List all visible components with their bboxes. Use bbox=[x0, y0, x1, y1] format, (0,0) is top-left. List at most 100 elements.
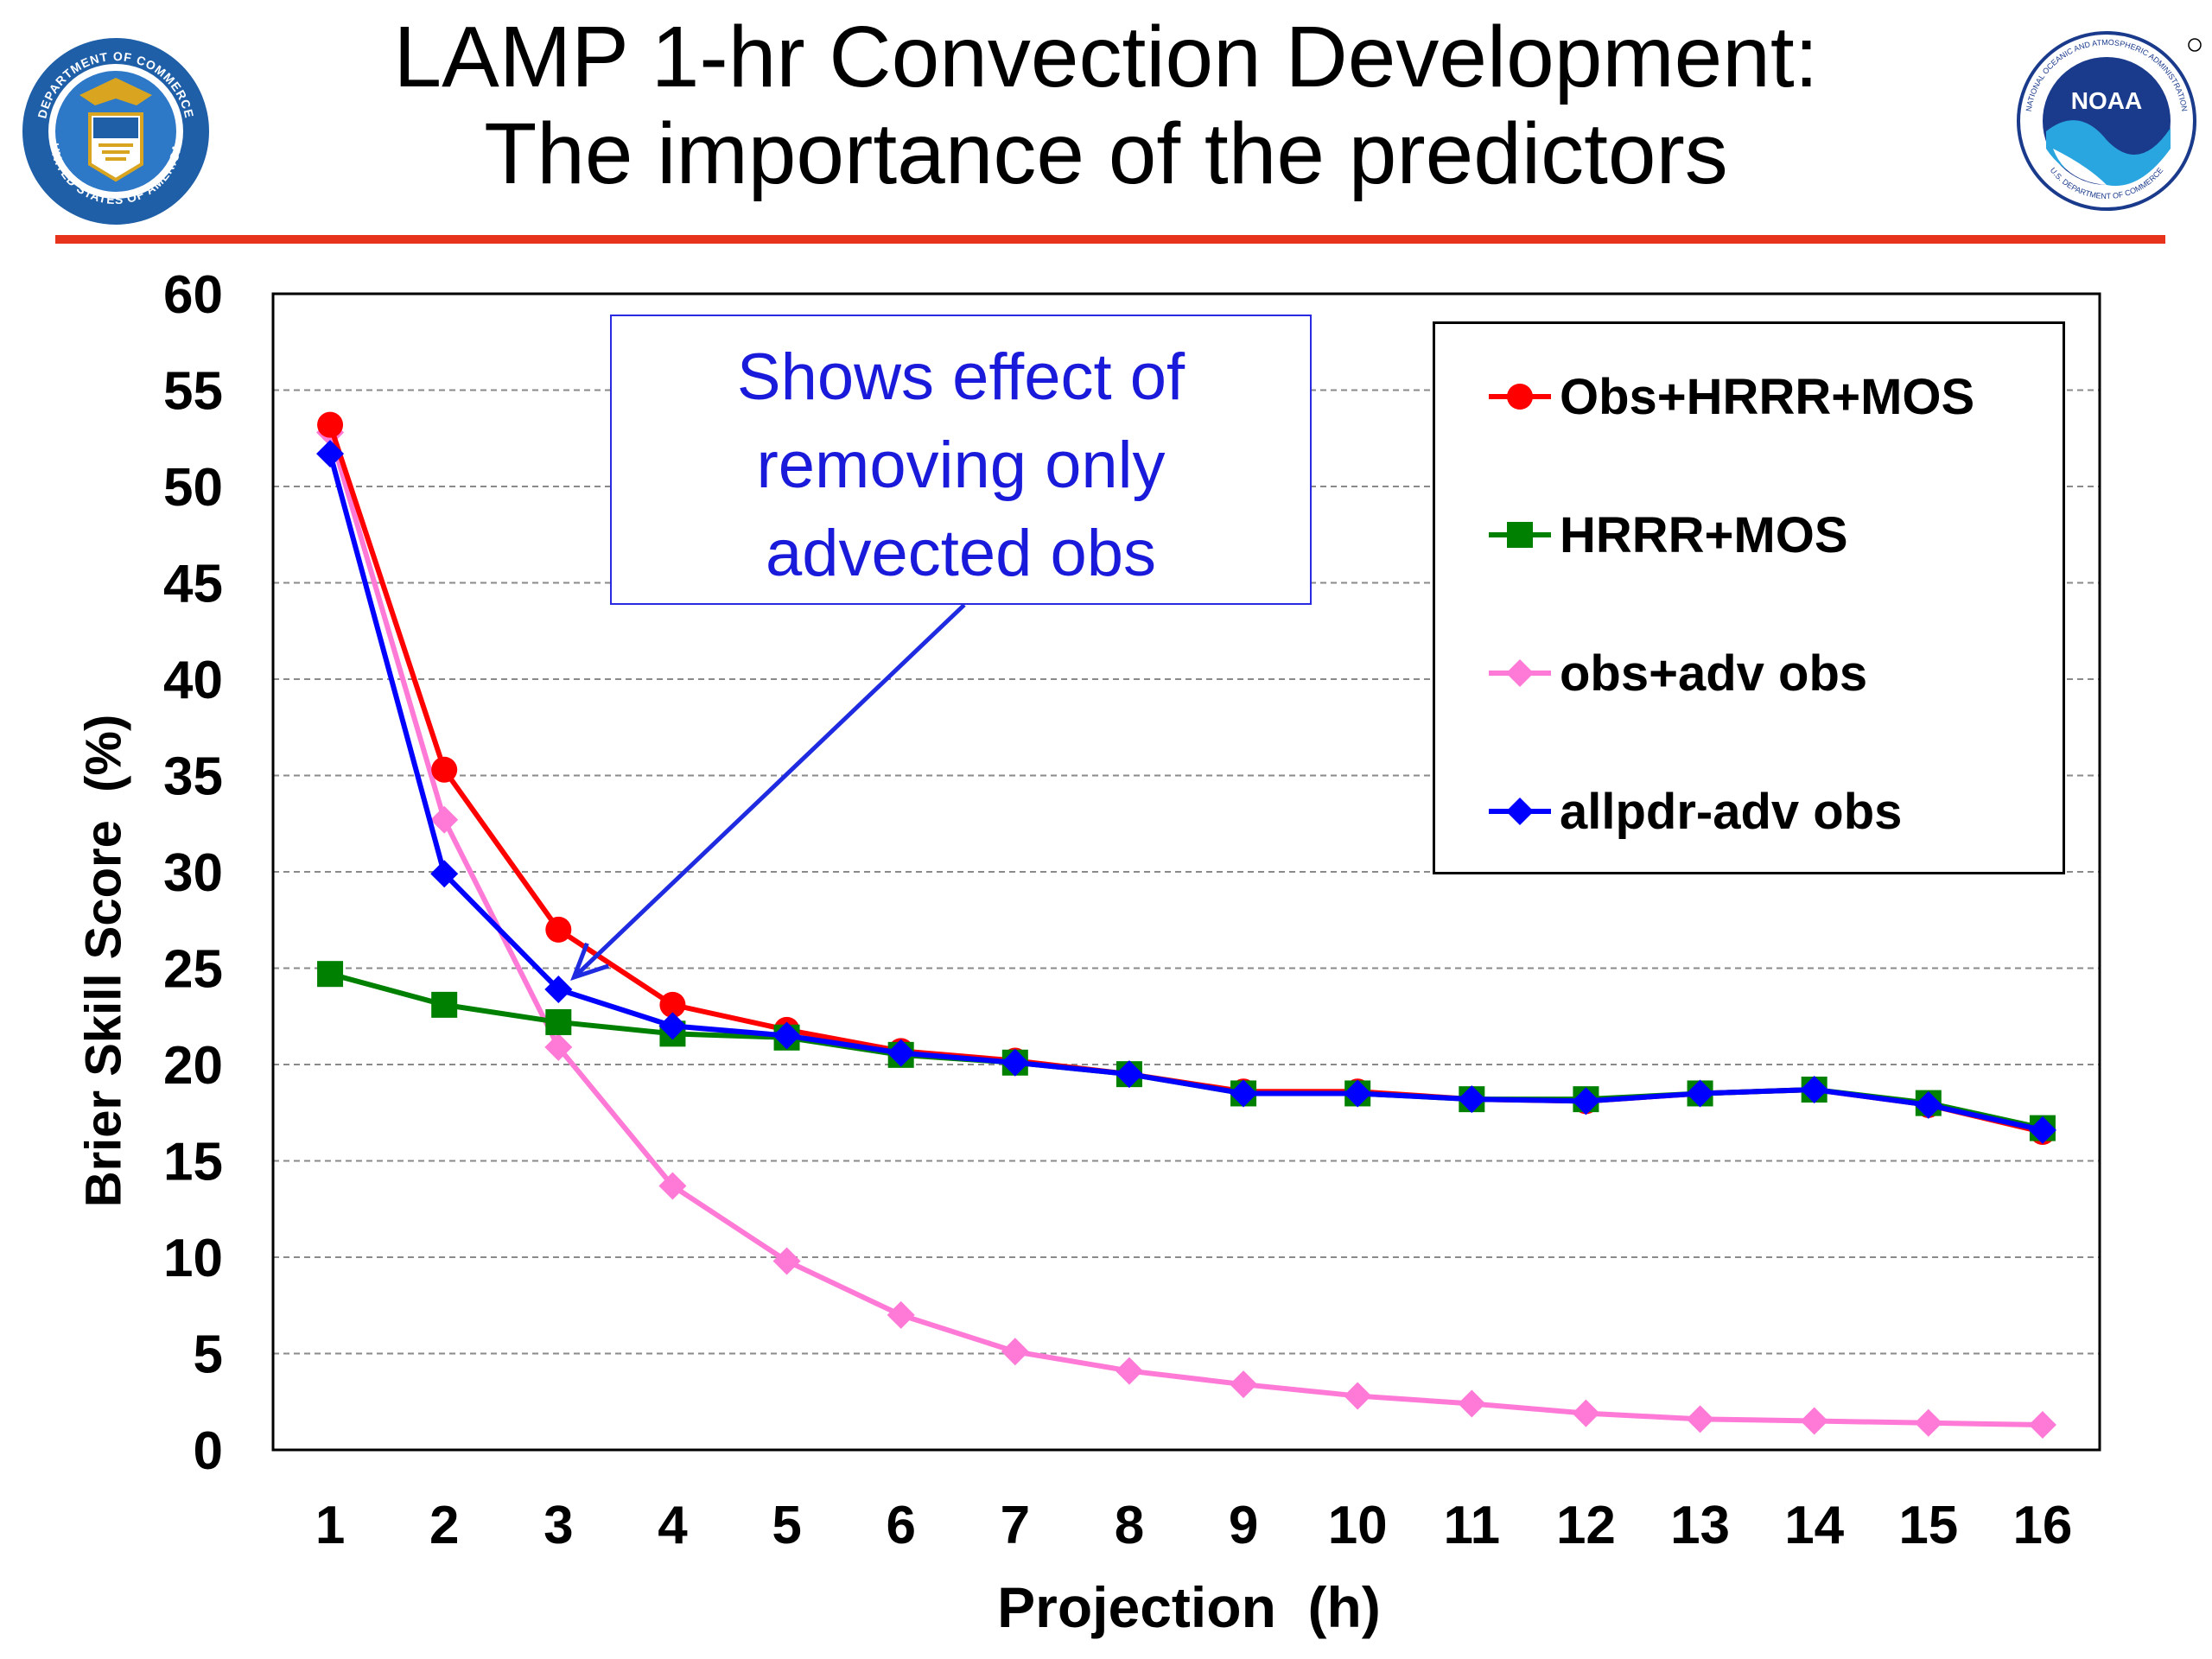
x-tick-label: 9 bbox=[1229, 1496, 1258, 1555]
x-tick-label: 6 bbox=[886, 1496, 915, 1555]
y-tick-label: 60 bbox=[163, 265, 223, 325]
y-tick-label: 0 bbox=[194, 1421, 223, 1481]
legend-item-hrrr-mos: HRRR+MOS bbox=[1485, 500, 1848, 569]
annotation-callout: Shows effect of removing only advected o… bbox=[610, 315, 1312, 605]
legend-swatch-marker bbox=[1506, 659, 1534, 687]
plot-area-frame bbox=[271, 292, 2101, 1452]
data-point bbox=[2028, 1411, 2056, 1440]
legend-label: obs+adv obs bbox=[1560, 645, 1868, 702]
x-axis-title: Projection (h) bbox=[997, 1575, 1381, 1639]
annotation-arrowhead bbox=[570, 942, 610, 982]
y-tick-label: 35 bbox=[163, 747, 223, 807]
data-point bbox=[1458, 1085, 1486, 1114]
data-point bbox=[772, 1021, 801, 1050]
data-point bbox=[544, 976, 573, 1004]
data-point bbox=[1230, 1079, 1258, 1108]
slide-title: LAMP 1-hr Convection Development: The im… bbox=[259, 9, 1953, 202]
x-tick-label: 7 bbox=[1001, 1496, 1030, 1555]
data-point bbox=[659, 991, 686, 1018]
x-tick-label: 15 bbox=[1898, 1496, 1958, 1555]
data-point bbox=[1800, 1407, 1828, 1435]
legend-swatch-square bbox=[1489, 522, 1551, 548]
x-tick-label: 10 bbox=[1328, 1496, 1388, 1555]
callout-line-3: advected obs bbox=[765, 517, 1157, 590]
x-tick-label: 3 bbox=[543, 1496, 573, 1555]
data-point bbox=[1344, 1382, 1372, 1410]
x-tick-label: 4 bbox=[658, 1496, 688, 1555]
data-point bbox=[1686, 1405, 1714, 1433]
legend-swatch-diamond bbox=[1489, 659, 1551, 687]
legend-item-allpdr-adv-obs: allpdr-adv obs bbox=[1485, 777, 1902, 846]
data-point bbox=[431, 756, 458, 783]
chart-legend: Obs+HRRR+MOS HRRR+MOS obs+adv obs allpdr… bbox=[1433, 321, 2065, 874]
y-tick-label: 25 bbox=[163, 940, 223, 1000]
series-line bbox=[327, 453, 2044, 1133]
data-point bbox=[1001, 1048, 1029, 1077]
callout-line-1: Shows effect of bbox=[736, 340, 1185, 414]
department-of-commerce-seal-icon: DEPARTMENT OF COMMERCE UNITED STATES OF … bbox=[22, 38, 209, 225]
data-point bbox=[658, 1012, 687, 1040]
x-tick-label: 13 bbox=[1670, 1496, 1730, 1555]
x-tick-label: 14 bbox=[1784, 1496, 1844, 1555]
y-tick-label: 5 bbox=[194, 1325, 223, 1385]
legend-swatch-diamond bbox=[1489, 798, 1551, 825]
legend-item-obs-adv-obs: obs+adv obs bbox=[1485, 639, 1867, 708]
data-point bbox=[544, 1033, 573, 1061]
data-point bbox=[1344, 1079, 1372, 1108]
annotation-arrow bbox=[572, 603, 966, 979]
noaa-logo-icon: NOAA NATIONAL OCEANIC AND ATMOSPHERIC AD… bbox=[2017, 31, 2202, 211]
data-point bbox=[887, 1300, 915, 1329]
data-point bbox=[1686, 1079, 1714, 1108]
legend-swatch-circle bbox=[1489, 384, 1551, 410]
legend-swatch-marker bbox=[1506, 798, 1534, 825]
data-point bbox=[317, 411, 344, 438]
data-point bbox=[1914, 1090, 1942, 1119]
legend-item-obs-hrrr-mos: Obs+HRRR+MOS bbox=[1485, 362, 1974, 431]
data-point bbox=[1572, 1399, 1600, 1427]
data-point bbox=[1800, 1075, 1828, 1103]
y-tick-label: 40 bbox=[163, 651, 223, 710]
legend-label: HRRR+MOS bbox=[1560, 506, 1848, 563]
data-point bbox=[1001, 1338, 1029, 1366]
y-axis-title: Brier Skill Score (%) bbox=[75, 714, 132, 1208]
x-tick-label: 1 bbox=[315, 1496, 345, 1555]
callout-line-2: removing only bbox=[756, 429, 1166, 502]
y-tick-label: 55 bbox=[163, 362, 223, 422]
legend-label: allpdr-adv obs bbox=[1560, 783, 1903, 840]
x-tick-label: 11 bbox=[1444, 1496, 1501, 1555]
title-line-2: The importance of the predictors bbox=[484, 105, 1728, 202]
data-point bbox=[1115, 1357, 1143, 1385]
x-tick-label: 5 bbox=[772, 1496, 801, 1555]
data-point bbox=[431, 991, 458, 1018]
series-line bbox=[327, 431, 2043, 1428]
y-tick-label: 15 bbox=[163, 1133, 223, 1192]
data-point bbox=[545, 1008, 572, 1035]
noaa-logo-text: NOAA bbox=[2071, 87, 2142, 114]
data-point bbox=[317, 961, 344, 988]
data-point bbox=[1914, 1408, 1942, 1437]
x-tick-label: 8 bbox=[1115, 1496, 1144, 1555]
data-point bbox=[2028, 1116, 2056, 1144]
data-point bbox=[1458, 1389, 1486, 1418]
y-tick-label: 50 bbox=[163, 458, 223, 518]
y-tick-label: 45 bbox=[163, 555, 223, 614]
x-tick-label: 16 bbox=[2012, 1496, 2072, 1555]
data-point bbox=[545, 916, 572, 943]
legend-swatch-marker bbox=[1507, 384, 1533, 410]
data-point bbox=[1115, 1060, 1143, 1089]
data-point bbox=[772, 1247, 801, 1275]
data-point bbox=[1230, 1370, 1258, 1399]
x-tick-label: 2 bbox=[429, 1496, 459, 1555]
y-tick-label: 30 bbox=[163, 843, 223, 903]
data-point bbox=[887, 1039, 915, 1067]
legend-label: Obs+HRRR+MOS bbox=[1560, 368, 1975, 425]
x-tick-label: 12 bbox=[1556, 1496, 1616, 1555]
y-tick-label: 10 bbox=[163, 1229, 223, 1288]
data-point bbox=[430, 860, 459, 888]
data-point bbox=[658, 1172, 687, 1200]
data-point bbox=[316, 440, 345, 468]
legend-swatch-marker bbox=[1507, 522, 1533, 548]
y-tick-label: 20 bbox=[163, 1036, 223, 1096]
title-line-1: LAMP 1-hr Convection Development: bbox=[393, 9, 1819, 105]
